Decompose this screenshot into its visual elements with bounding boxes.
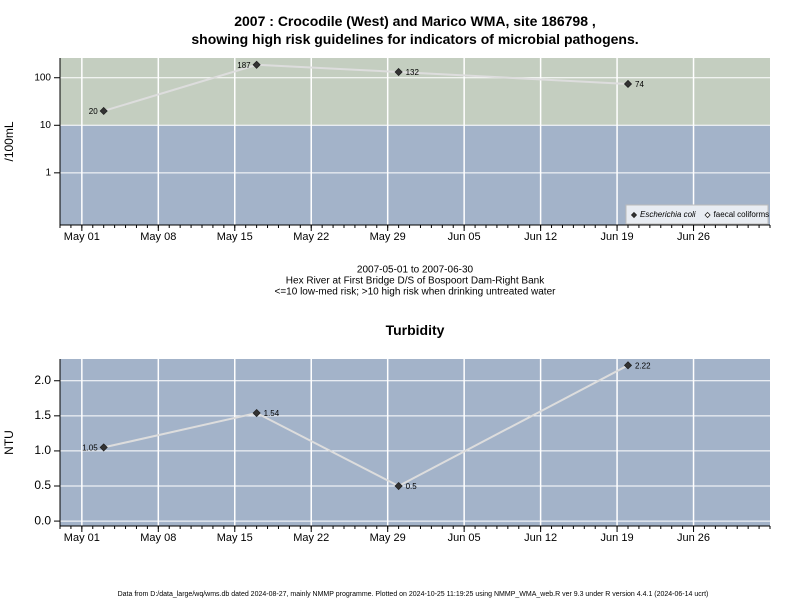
x-tick-label: Jun 05 <box>448 231 481 243</box>
y-axis-label: /100mL <box>2 121 16 161</box>
legend-marker <box>630 211 638 219</box>
y-tick-label: 0.5 <box>34 478 51 492</box>
x-tick-label: May 29 <box>370 231 406 243</box>
legend-marker <box>704 211 711 219</box>
chart-note: Hex River at First Bridge D/S of Bospoor… <box>286 276 545 287</box>
y-tick-label: 10 <box>40 120 52 131</box>
data-point <box>623 79 633 89</box>
x-tick-label: May 01 <box>64 532 100 544</box>
chart-note: 2007-05-01 to 2007-06-30 <box>357 265 474 276</box>
series-line <box>103 364 629 488</box>
data-label: 2.22 <box>635 361 651 370</box>
data-point <box>99 106 108 116</box>
series-line <box>103 63 629 112</box>
data-label: 74 <box>635 80 644 89</box>
y-tick-label: 100 <box>34 72 51 83</box>
x-tick-label: May 15 <box>217 231 253 243</box>
x-tick-label: Jun 26 <box>677 532 710 544</box>
x-tick-label: May 22 <box>293 532 329 544</box>
x-tick-label: May 08 <box>140 231 176 243</box>
data-label: 1.05 <box>82 444 98 453</box>
x-tick-label: May 08 <box>140 532 176 544</box>
legend-label: faecal coliforms <box>714 210 770 219</box>
x-tick-label: May 01 <box>64 231 100 243</box>
y-tick-label: 1.0 <box>34 443 51 457</box>
x-tick-label: Jun 19 <box>601 532 634 544</box>
legend-label: Escherichia coli <box>640 210 696 219</box>
data-point <box>252 60 261 69</box>
x-tick-label: Jun 26 <box>677 231 710 243</box>
title-line: showing high risk guidelines for indicat… <box>191 31 638 47</box>
x-tick-label: Jun 05 <box>448 532 481 544</box>
data-label: 1.54 <box>264 409 280 418</box>
x-tick-label: Jun 19 <box>601 231 634 243</box>
data-label: 20 <box>89 107 98 116</box>
data-label: 0.5 <box>406 482 418 491</box>
title-line: Turbidity <box>386 322 445 338</box>
chart-title: Turbidity <box>386 322 445 338</box>
data-point <box>252 408 261 418</box>
x-tick-label: Jun 12 <box>524 231 557 243</box>
y-tick-label: 0.0 <box>34 513 51 527</box>
x-tick-label: Jun 12 <box>524 532 557 544</box>
high-risk-band <box>60 58 770 126</box>
y-axis-label: NTU <box>2 430 16 455</box>
chart-note: <=10 low-med risk; >10 high risk when dr… <box>275 287 557 298</box>
data-label: 132 <box>406 68 420 77</box>
x-tick-label: May 29 <box>370 532 406 544</box>
data-point <box>394 67 403 77</box>
legend-box <box>625 204 769 225</box>
y-tick-label: 1.5 <box>34 408 51 422</box>
footer: Data from D:/data_large/wq/wms.db dated … <box>118 591 709 598</box>
data-label: 187 <box>237 61 251 70</box>
y-tick-label: 2.0 <box>34 373 51 387</box>
chart-title: 2007 : Crocodile (West) and Marico WMA, … <box>191 13 638 47</box>
title-line: 2007 : Crocodile (West) and Marico WMA, … <box>234 13 596 29</box>
data-point <box>623 361 633 370</box>
x-tick-label: May 15 <box>217 532 253 544</box>
data-point <box>394 481 403 491</box>
data-point <box>99 443 108 452</box>
plot-background <box>60 359 770 526</box>
x-tick-label: May 22 <box>293 231 329 243</box>
y-tick-label: 1 <box>45 167 51 178</box>
